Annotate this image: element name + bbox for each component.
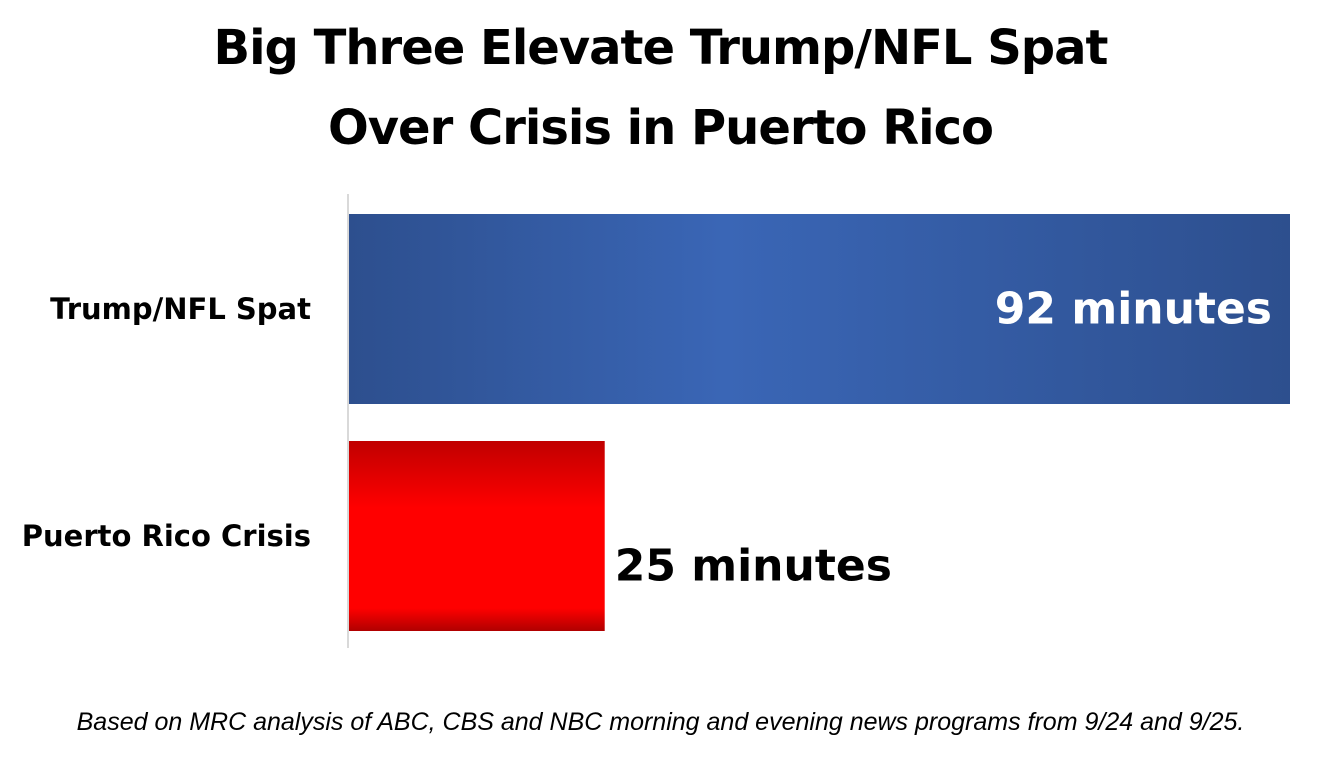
chart-title-line-2: Over Crisis in Puerto Rico	[327, 100, 994, 156]
category-label-puerto-rico-crisis: Puerto Rico Crisis	[22, 519, 311, 553]
data-label-trump-nfl-spat: 92 minutes	[995, 284, 1272, 335]
data-label-puerto-rico-crisis: 25 minutes	[615, 541, 892, 592]
bar-trump-nfl-spat	[349, 214, 1290, 404]
chart-title: Big Three Elevate Trump/NFL Spat Over Cr…	[0, 8, 1321, 168]
category-label-trump-nfl-spat: Trump/NFL Spat	[50, 292, 311, 326]
chart-title-line-1: Big Three Elevate Trump/NFL Spat	[213, 20, 1109, 76]
bar-chart: Trump/NFL Spat 92 minutes Puerto Rico Cris…	[22, 194, 1290, 648]
bar-puerto-rico-crisis	[349, 441, 605, 631]
source-footnote: Based on MRC analysis of ABC, CBS and NB…	[76, 708, 1245, 736]
